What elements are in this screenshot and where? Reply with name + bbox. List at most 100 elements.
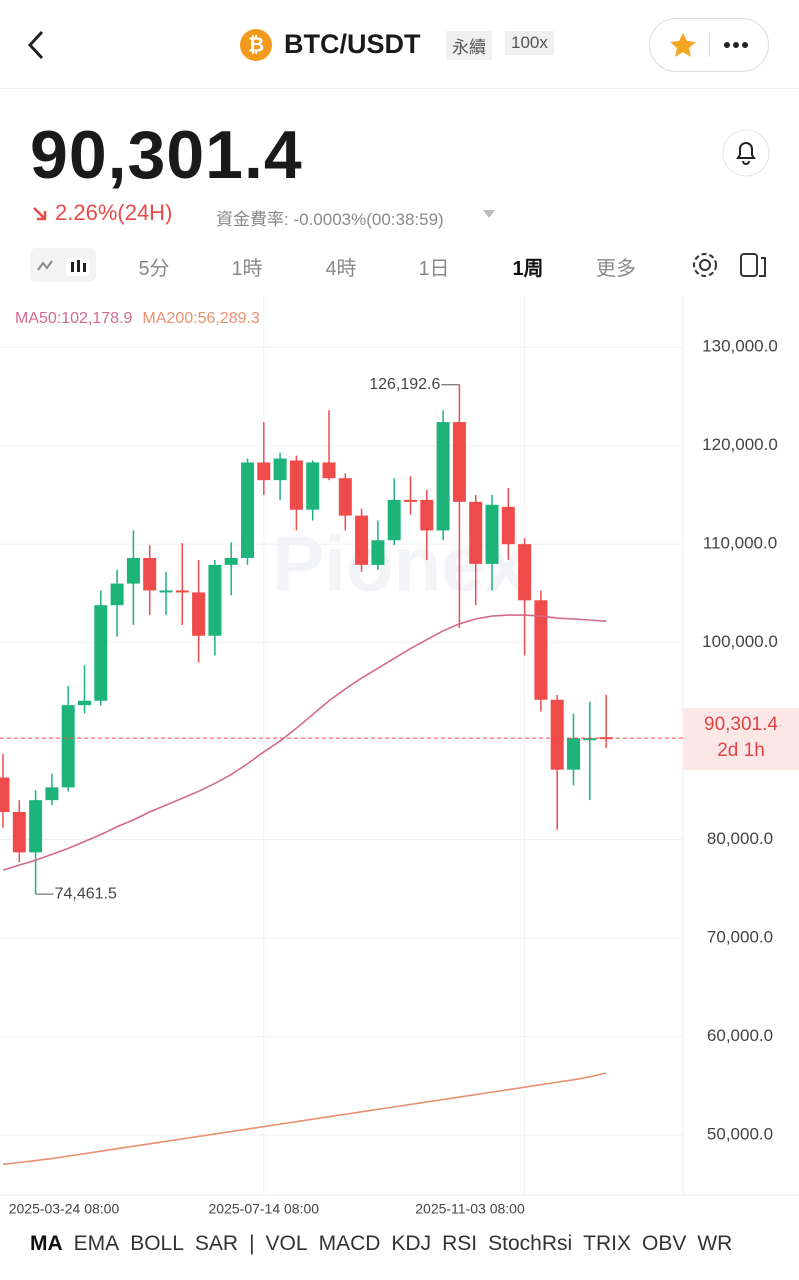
candle-body (387, 499, 401, 541)
candle-body (550, 699, 564, 770)
indicator-separator: | (249, 1232, 255, 1255)
down-arrow (33, 207, 47, 221)
header-divider (0, 88, 799, 89)
x-tick-label: 2025-03-24 08:00 (9, 1201, 120, 1217)
interval-tab[interactable]: 1日 (418, 258, 450, 280)
indicator-tab[interactable]: KDJ (391, 1232, 432, 1255)
interval-tab[interactable]: 更多 (596, 258, 636, 280)
candle-body (273, 458, 287, 481)
indicator-tab[interactable]: MACD (318, 1232, 381, 1255)
last-price-tag (683, 708, 799, 771)
indicator-tab[interactable]: EMA (73, 1232, 120, 1255)
toggle-icons (37, 258, 90, 276)
candle-body (257, 462, 271, 481)
candle-body (567, 738, 580, 770)
candle-body (322, 462, 336, 479)
indicator-tab[interactable]: MA (30, 1232, 63, 1255)
countdown: 2d 1h (717, 740, 765, 761)
y-tick-label: 100,000.0 (702, 632, 778, 651)
indicator-tab[interactable]: BOLL (130, 1232, 184, 1255)
candle-body (436, 422, 450, 531)
chart: Pionex50,000.060,000.070,000.080,000.090… (0, 295, 799, 1217)
divider (709, 33, 710, 57)
x-tick-label: 2025-07-14 08:00 (209, 1201, 320, 1217)
indicator-bar: MA EMA BOLL SAR | VOL MACD KDJ RSI StochRsi TRIX OB… (30, 1232, 743, 1256)
action-pill (649, 18, 769, 72)
ma-legend: MA50:102,178.9 (15, 310, 133, 327)
svg-text:₿: ₿ (248, 34, 264, 56)
layout-icon[interactable] (738, 250, 768, 280)
candle-body (29, 800, 43, 853)
candle-body (355, 515, 369, 565)
y-tick-label: 130,000.0 (702, 337, 778, 356)
funding-rate: 資金費率: -0.0003%(00:38:59) (216, 210, 444, 229)
interval-tab[interactable]: 5分 (138, 258, 170, 280)
candle-body (78, 700, 91, 706)
candle-body (485, 504, 499, 564)
candle-body (126, 557, 140, 584)
candle-body (143, 557, 157, 591)
indicator-tab[interactable]: VOL (265, 1232, 308, 1255)
interval-tab[interactable]: 1周 (512, 258, 544, 280)
funding-dropdown[interactable] (482, 208, 496, 220)
candle-body (208, 564, 222, 636)
candle-body (452, 422, 466, 502)
leverage-tag: 100x (505, 31, 554, 55)
candle-body (45, 787, 59, 801)
settings-icon[interactable] (690, 250, 720, 280)
candle-body (192, 592, 206, 636)
candle-body (61, 705, 75, 788)
candle-body (420, 499, 434, 531)
indicator-tab[interactable]: StochRsi (488, 1232, 573, 1255)
indicator-tab[interactable]: WR (697, 1232, 733, 1255)
y-tick-label: 50,000.0 (707, 1124, 773, 1143)
indicator-tab[interactable]: RSI (442, 1232, 478, 1255)
back-button[interactable] (20, 28, 50, 62)
candle-body (518, 544, 532, 601)
candle-body (224, 557, 238, 565)
indicator-tab[interactable]: OBV (642, 1232, 687, 1255)
interval-tab[interactable]: 1時 (231, 258, 263, 280)
candle-body (599, 737, 613, 740)
candle-body (175, 590, 189, 593)
candle-body (501, 506, 515, 545)
annotation-label: 74,461.5 (55, 885, 117, 902)
candle-body (110, 583, 124, 606)
indicator-tab[interactable]: SAR (194, 1232, 239, 1255)
pair: BTC/USDT (284, 29, 421, 59)
candle-body (159, 590, 173, 593)
x-tick-label: 2025-11-03 08:00 (415, 1201, 525, 1217)
alert-bell[interactable] (722, 129, 770, 177)
indicator-tab[interactable]: TRIX (583, 1232, 631, 1255)
candle-body (241, 462, 254, 558)
y-tick-label: 80,000.0 (707, 829, 773, 848)
interval-tab[interactable]: 4時 (325, 258, 357, 280)
last-price-label: 90,301.4 (704, 714, 778, 735)
candle-body (0, 777, 10, 812)
ma-legend: MA200:56,289.3 (142, 310, 260, 327)
candle-body (289, 460, 303, 510)
contract-tag: 永續 (446, 31, 492, 60)
more-menu[interactable] (722, 39, 752, 51)
annotation-label: 126,192.6 (369, 376, 440, 393)
y-tick-label: 60,000.0 (707, 1026, 773, 1045)
candle-body (534, 600, 548, 700)
y-tick-label: 110,000.0 (703, 534, 777, 553)
y-tick-label: 120,000.0 (702, 435, 778, 454)
coin-icon: ₿ (240, 29, 272, 61)
candle-body (371, 540, 385, 565)
ma-line (2, 614, 607, 871)
candle-body (306, 462, 320, 510)
candle-body (94, 605, 108, 701)
candle-body (404, 499, 417, 502)
ma-line (2, 1072, 607, 1166)
candle-body (12, 811, 26, 853)
price-change: 2.26%(24H) (55, 200, 173, 225)
favorite-star[interactable] (668, 31, 698, 59)
y-tick-label: 70,000.0 (707, 928, 773, 947)
candle-body (583, 738, 597, 741)
chart-type-toggle[interactable] (30, 248, 96, 282)
candle-body (338, 478, 352, 516)
candle-body (469, 501, 483, 564)
